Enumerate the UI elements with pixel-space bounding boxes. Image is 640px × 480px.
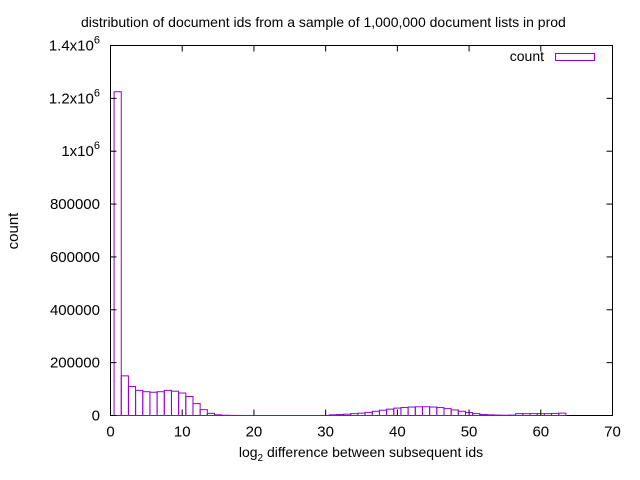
bar — [400, 407, 409, 417]
legend-label: count — [510, 48, 544, 64]
bar — [156, 391, 165, 417]
x-tick-label: 20 — [246, 424, 263, 441]
bar — [135, 389, 144, 416]
x-tick-label: 0 — [106, 424, 114, 441]
x-tick-label: 70 — [604, 424, 621, 441]
bar — [486, 414, 495, 417]
bar — [113, 91, 122, 416]
x-tick-label: 30 — [317, 424, 334, 441]
bar — [371, 410, 380, 416]
x-tick-label: 40 — [389, 424, 406, 441]
bar — [350, 413, 359, 416]
y-tick-label: 600000 — [50, 249, 100, 266]
bar — [127, 385, 137, 416]
bar — [457, 410, 466, 416]
bar — [149, 391, 158, 417]
x-axis-ticks: 0 10 20 30 40 50 60 70 — [106, 45, 621, 441]
bar — [364, 411, 373, 417]
x-axis-label-subscript: 2 — [258, 453, 264, 464]
bar — [436, 407, 445, 417]
x-tick-label: 50 — [461, 424, 478, 441]
bar — [213, 414, 223, 417]
bar — [551, 412, 560, 416]
bar — [120, 375, 129, 417]
bar — [429, 406, 438, 416]
bar — [142, 391, 151, 417]
bar — [357, 412, 366, 417]
legend-swatch — [555, 53, 595, 61]
x-axis-label: log2 difference between subsequent ids — [239, 444, 483, 464]
bar — [343, 413, 352, 416]
x-tick-label: 10 — [174, 424, 191, 441]
y-axis-label: count — [5, 212, 22, 250]
bar — [472, 413, 481, 416]
bar — [421, 406, 431, 416]
plot-frame — [110, 45, 613, 416]
bar — [206, 412, 215, 416]
bar — [558, 412, 567, 417]
y-tick-label: 1.4x106 — [49, 35, 100, 55]
bar — [192, 403, 201, 417]
bar — [443, 408, 452, 416]
chart-title: distribution of document ids from a samp… — [81, 14, 566, 30]
legend: count — [510, 48, 595, 64]
x-tick-label: 60 — [532, 424, 549, 441]
bar — [407, 406, 416, 416]
bar — [529, 413, 538, 416]
bar — [335, 414, 345, 417]
y-tick-label: 400000 — [50, 302, 100, 319]
x-axis-label-suffix: difference between subsequent ids — [263, 444, 483, 460]
y-tick-label: 1x106 — [61, 140, 100, 160]
bar — [450, 409, 459, 417]
bar — [515, 413, 524, 416]
bar — [386, 408, 395, 416]
y-axis-ticks: 0 200000 400000 600000 800000 1x106 1.2x106 1.4… — [49, 35, 613, 425]
x-axis-label-prefix: log — [239, 444, 258, 460]
bar — [163, 389, 172, 416]
bar — [479, 413, 488, 417]
bar — [543, 413, 553, 416]
y-tick-label: 1.2x106 — [49, 87, 100, 107]
y-tick-label: 200000 — [50, 355, 100, 372]
bar-group — [113, 91, 567, 417]
bar — [170, 390, 180, 416]
bar — [522, 413, 531, 416]
bar — [199, 409, 208, 416]
bar — [378, 409, 388, 417]
bar — [185, 395, 194, 417]
y-tick-label: 800000 — [50, 196, 100, 213]
bar — [328, 414, 337, 417]
y-tick-label: 0 — [92, 408, 100, 425]
bar — [414, 406, 423, 416]
